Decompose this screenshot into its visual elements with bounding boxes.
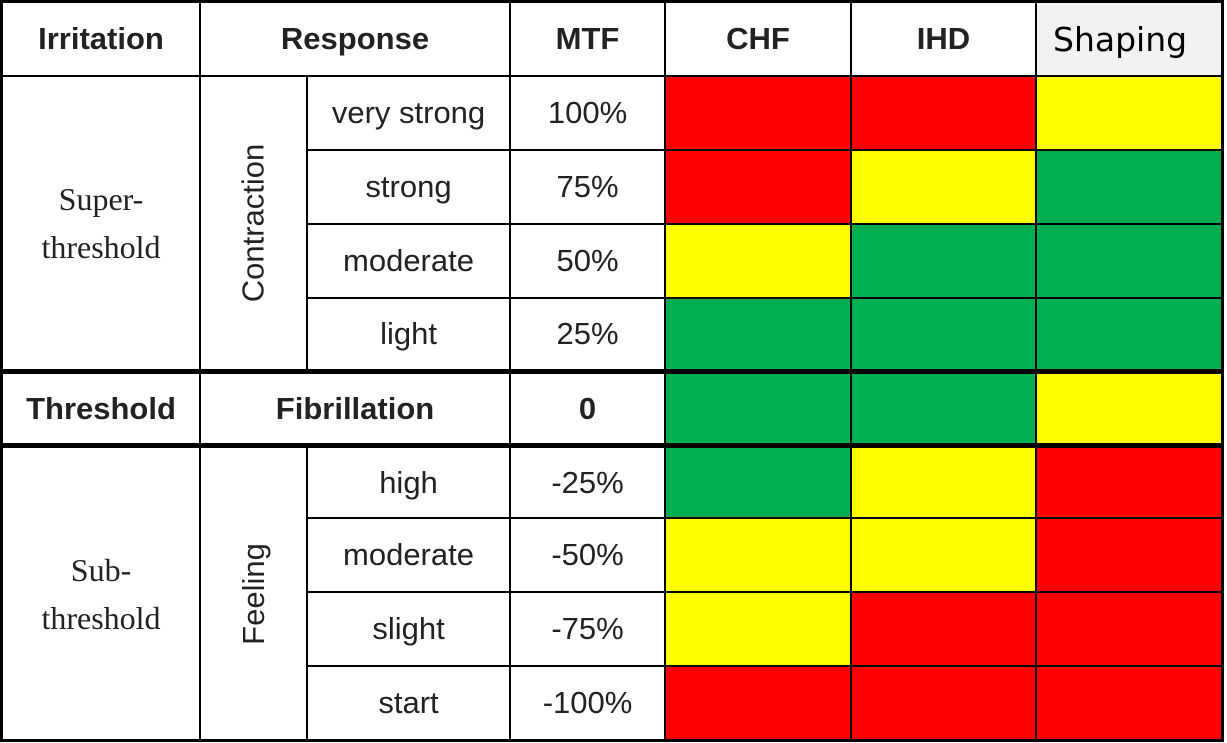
rating-cell [666, 151, 850, 223]
mtf: -100% [511, 667, 664, 739]
rating-cell [852, 225, 1035, 297]
header-column: IHD [852, 3, 1035, 75]
rating-cell [1037, 667, 1221, 739]
level: high [308, 448, 509, 517]
rating-cell [1037, 593, 1221, 665]
rating-cell [666, 667, 850, 739]
rating-cell [666, 448, 850, 517]
rating-cell [852, 448, 1035, 517]
header-column: Shaping [1037, 3, 1221, 75]
rating-cell [1037, 299, 1221, 369]
irritation: Super-threshold [3, 77, 199, 369]
response: Fibrillation [201, 374, 509, 443]
irritation: Sub-threshold [3, 448, 199, 739]
response: Contraction [235, 143, 271, 303]
rating-cell [852, 519, 1035, 591]
irritation-line: Super- [58, 181, 144, 217]
mtf: 100% [511, 77, 664, 149]
mtf: -75% [511, 593, 664, 665]
response-group: Contraction [201, 77, 306, 369]
irritation-line: Threshold [26, 390, 176, 426]
irritation-line: threshold [41, 599, 161, 636]
rating-cell [666, 77, 850, 149]
header-column: CHF [666, 3, 850, 75]
mtf: -25% [511, 448, 664, 517]
response-group: Feeling [201, 448, 306, 739]
mtf: 50% [511, 225, 664, 297]
rating-cell [852, 374, 1035, 443]
rating-cell [1037, 151, 1221, 223]
rating-cell [852, 77, 1035, 149]
rating-cell [852, 667, 1035, 739]
header-mtf: MTF [511, 3, 664, 75]
rating-cell [666, 519, 850, 591]
rating-cell [1037, 225, 1221, 297]
rating-cell [1037, 448, 1221, 517]
level: start [308, 667, 509, 739]
level: slight [308, 593, 509, 665]
mtf: 75% [511, 151, 664, 223]
rating-cell [1037, 77, 1221, 149]
mtf: -50% [511, 519, 664, 591]
rating-cell [1037, 519, 1221, 591]
header-response: Response [201, 3, 509, 75]
header-irritation: Irritation [3, 3, 199, 75]
level: strong [308, 151, 509, 223]
level: moderate [308, 225, 509, 297]
irritation-line: threshold [41, 229, 161, 265]
level: moderate [308, 519, 509, 591]
level: very strong [308, 77, 509, 149]
mtf: 0 [511, 374, 664, 443]
rating-cell [1037, 374, 1221, 443]
irritation-line: Sub- [70, 551, 132, 588]
mtf: 25% [511, 299, 664, 369]
rating-cell [666, 374, 850, 443]
rating-cell [666, 299, 850, 369]
rating-cell [852, 151, 1035, 223]
rating-cell [852, 593, 1035, 665]
rating-cell [666, 225, 850, 297]
response: Feeling [235, 542, 271, 645]
level: light [308, 299, 509, 369]
rating-cell [666, 593, 850, 665]
irritation: Threshold [3, 374, 199, 443]
rating-cell [852, 299, 1035, 369]
